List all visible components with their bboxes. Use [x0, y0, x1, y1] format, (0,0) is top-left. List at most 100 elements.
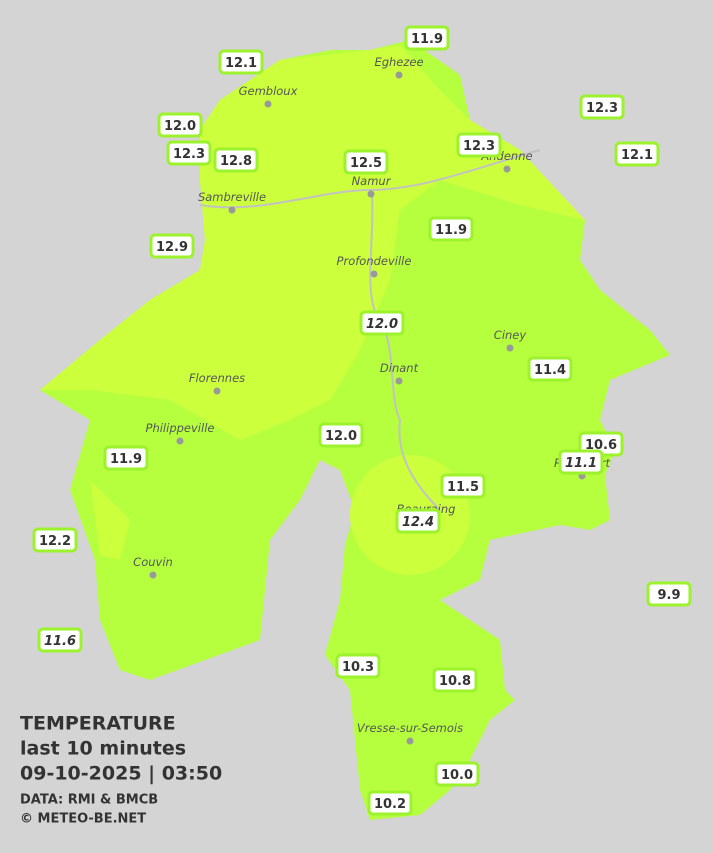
label-box	[428, 216, 474, 242]
temperature: 10.2	[374, 797, 406, 812]
legend-period: last 10 minutes	[20, 737, 186, 759]
label-box	[218, 49, 264, 75]
temperature: 11.9	[110, 452, 142, 467]
legend-credit: © METEO-BE.NET	[20, 811, 146, 826]
label-box	[395, 508, 441, 534]
temperature: 11.1	[565, 456, 597, 471]
label-box	[213, 147, 259, 173]
station-label: 12.3	[166, 140, 212, 166]
city-dot	[395, 377, 403, 385]
station-label: 11.5	[440, 473, 486, 499]
station-label: 11.4	[527, 356, 573, 382]
station-label: 11.6	[37, 627, 83, 653]
station-label: 12.8	[213, 147, 259, 173]
station-label: 10.8	[432, 667, 478, 693]
city-dot	[406, 737, 414, 745]
temperature: 11.4	[534, 363, 566, 378]
city-dot	[506, 344, 514, 352]
label-box	[37, 627, 83, 653]
station-label: 12.0	[157, 112, 203, 138]
warm-zone	[90, 480, 130, 560]
label-box	[527, 356, 573, 382]
temperature: 11.9	[435, 223, 467, 238]
label-box	[440, 473, 486, 499]
station-label: 12.3	[579, 94, 625, 120]
city-name: Namur	[352, 174, 392, 188]
legend-source: DATA: RMI & BMCB	[20, 792, 158, 807]
city-dot	[149, 571, 157, 579]
temperature: 12.3	[586, 101, 618, 116]
station-label: 12.5	[343, 149, 389, 175]
temperature: 11.5	[447, 480, 479, 495]
label-box	[558, 449, 604, 475]
legend-title: TEMPERATURE	[20, 712, 176, 734]
city-dot	[395, 71, 403, 79]
station-label: 12.0	[359, 310, 405, 336]
station-label: 9.9	[646, 581, 692, 607]
city-name: Florennes	[189, 371, 245, 385]
city-dot	[370, 270, 378, 278]
label-box	[335, 653, 381, 679]
label-box	[646, 581, 692, 607]
label-box	[456, 132, 502, 158]
station-label: 10.2	[367, 790, 413, 816]
station-label: 12.9	[149, 233, 195, 259]
temperature: 9.9	[657, 588, 680, 603]
label-box	[614, 141, 660, 167]
station-label: 10.3	[335, 653, 381, 679]
temperature: 10.3	[342, 660, 374, 675]
label-box	[32, 527, 78, 553]
temperature: 10.8	[439, 674, 471, 689]
station-label: 12.4	[395, 508, 441, 534]
city-name: Gembloux	[239, 84, 298, 98]
city-dot	[264, 100, 272, 108]
city-dot	[503, 165, 511, 173]
temperature: 11.9	[411, 32, 443, 47]
label-box	[434, 761, 480, 787]
temperature: 12.8	[220, 154, 252, 169]
temperature: 12.1	[225, 56, 257, 71]
station-label: 12.2	[32, 527, 78, 553]
station-label: 12.3	[456, 132, 502, 158]
label-box	[157, 112, 203, 138]
city-name: Eghezee	[374, 55, 423, 69]
station-label: 12.1	[614, 141, 660, 167]
temperature: 12.0	[366, 317, 398, 332]
station-label: 12.1	[218, 49, 264, 75]
station-label: 12.0	[318, 422, 364, 448]
temperature: 12.3	[173, 147, 205, 162]
station-label: 11.9	[428, 216, 474, 242]
label-box	[318, 422, 364, 448]
station-label: 11.9	[404, 25, 450, 51]
city-name: Dinant	[380, 361, 419, 375]
temperature: 12.5	[350, 156, 382, 171]
temperature: 12.0	[164, 119, 196, 134]
city-name: Profondeville	[337, 254, 412, 268]
city-name: Sambreville	[198, 190, 266, 204]
station-label: 11.9	[103, 445, 149, 471]
temperature: 12.4	[402, 515, 434, 530]
river	[199, 149, 541, 511]
temperature: 12.2	[39, 534, 71, 549]
city-name: Philippeville	[146, 421, 215, 435]
city-dot	[228, 206, 236, 214]
warm-zone	[40, 45, 585, 440]
label-box	[343, 149, 389, 175]
station-label: 10.0	[434, 761, 480, 787]
temperature: 12.3	[463, 139, 495, 154]
legend-datetime: 09-10-2025 | 03:50	[20, 762, 222, 784]
station-label: 11.1	[558, 449, 604, 475]
city-name: Ciney	[494, 328, 527, 342]
temperature: 12.0	[325, 429, 357, 444]
temperature: 10.0	[441, 768, 473, 783]
temperature: 11.6	[44, 634, 76, 649]
label-box	[103, 445, 149, 471]
label-box	[404, 25, 450, 51]
temperature: 10.6	[585, 438, 617, 453]
label-box	[579, 94, 625, 120]
city-dot	[176, 437, 184, 445]
city-dot	[213, 387, 221, 395]
city-name: Couvin	[133, 555, 173, 569]
city-dot	[367, 190, 375, 198]
label-box	[432, 667, 478, 693]
